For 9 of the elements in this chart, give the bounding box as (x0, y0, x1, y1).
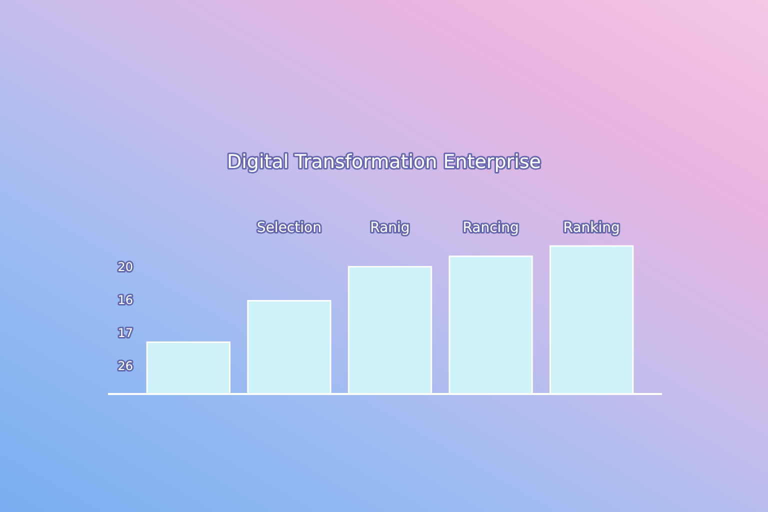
x-tick-label: Rancing (462, 220, 519, 236)
annotation: 20 (118, 260, 133, 274)
annotation: 16 (118, 293, 133, 308)
annotation: 26 (118, 359, 133, 374)
chart-title: Digital Transformation Enterprise (227, 151, 541, 173)
x-tick-label: Ranig (370, 220, 410, 236)
x-tick-label: Ranking (563, 220, 620, 236)
x-tick-label: Selection (256, 220, 322, 236)
annotation: 17 (118, 326, 133, 340)
